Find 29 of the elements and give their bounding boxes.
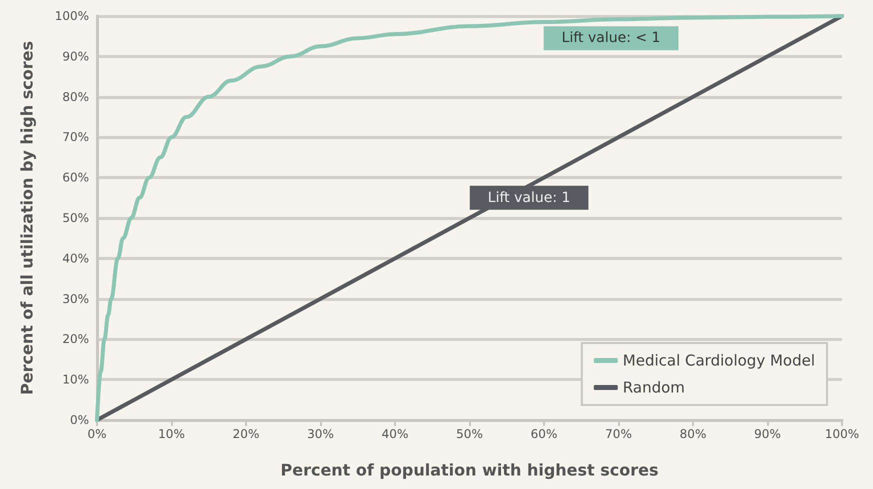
y-tick-label: 60%	[62, 170, 89, 185]
legend-label: Medical Cardiology Model	[622, 352, 815, 370]
y-tick-label: 90%	[62, 49, 89, 64]
y-tick-label: 40%	[62, 251, 89, 266]
y-tick-label: 20%	[62, 332, 89, 346]
x-tick-label: 0%	[87, 427, 107, 441]
x-tick-label: 50%	[456, 427, 483, 441]
x-tick-label: 100%	[824, 427, 860, 441]
x-tick-label: 60%	[530, 427, 558, 441]
line-series	[95, 14, 844, 422]
y-tick-label: 0%	[70, 413, 89, 427]
x-tick-label: 30%	[307, 427, 334, 441]
legend-label: Random	[622, 378, 685, 396]
annotation: Lift value: 1	[488, 190, 570, 206]
x-tick-label: 90%	[754, 427, 781, 441]
y-tick-label: 30%	[62, 292, 89, 306]
y-axis-title: Percent of all utilization by high scores	[18, 41, 36, 395]
annotation: Lift value: < 1	[562, 30, 660, 46]
x-tick-label: 40%	[382, 427, 408, 441]
x-tick-label: 80%	[680, 427, 706, 441]
y-tick-label: 10%	[62, 372, 89, 387]
y-tick-label: 50%	[62, 211, 89, 225]
y-tick-label: 80%	[62, 90, 89, 104]
x-axis-title: Percent of population with highest scores	[280, 460, 659, 480]
y-tick-label: 100%	[54, 9, 89, 23]
x-tick-label: 70%	[605, 427, 632, 441]
x-tick-label: 10%	[158, 427, 185, 441]
y-tick-label: 70%	[62, 130, 89, 144]
x-tick-label: 20%	[232, 427, 260, 441]
